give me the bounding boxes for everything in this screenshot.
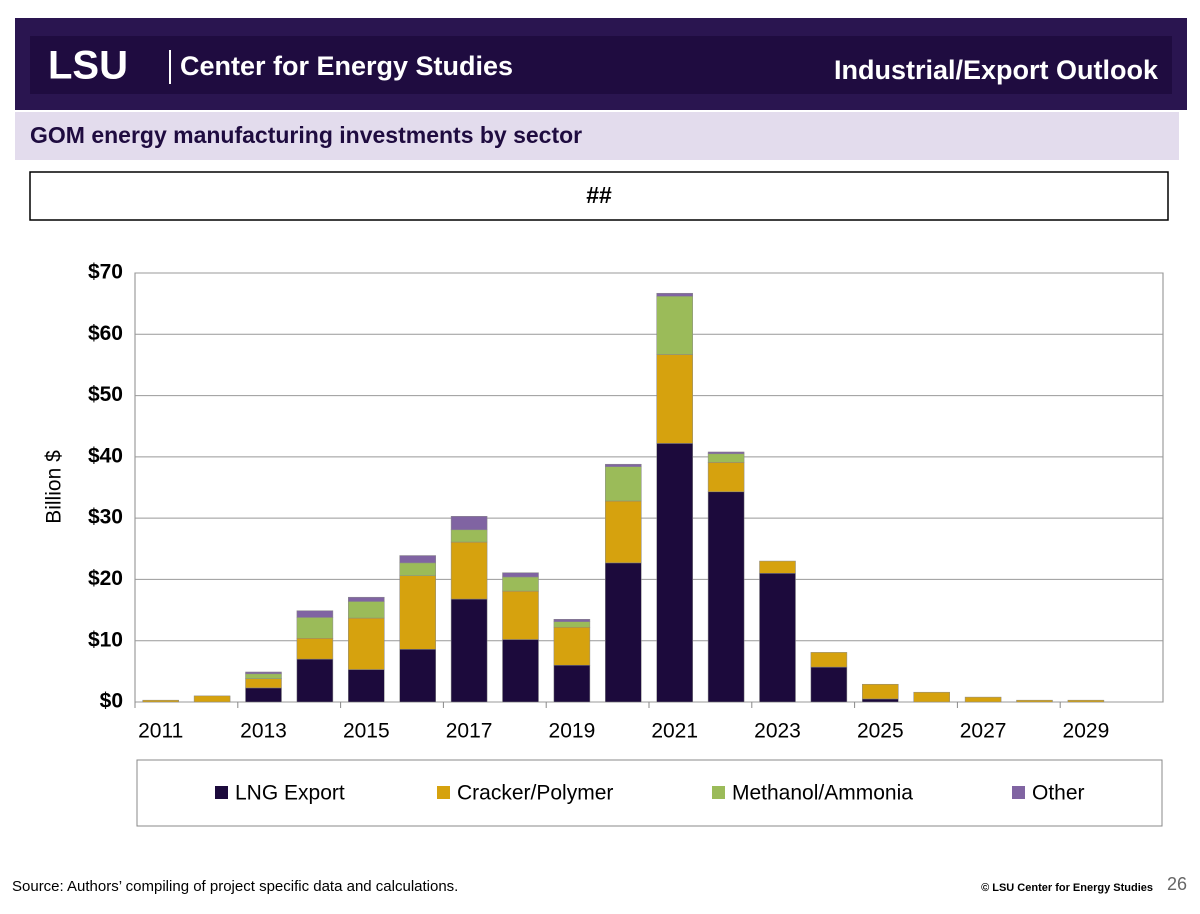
legend-label: Other [1032,782,1085,805]
bar-segment [348,596,385,602]
x-tick-label: 2021 [651,720,698,743]
bar-segment [707,491,745,703]
bar-segment [862,683,899,700]
copyright: © LSU Center for Energy Studies [981,882,1153,894]
bar-segment [656,443,693,703]
bar-segment [399,575,436,650]
bar-segment [348,617,385,670]
x-tick-label: 2023 [754,720,801,743]
bar-segment [399,555,436,564]
bar-segment [553,626,591,666]
plot-area [134,272,1164,703]
bar-segment [810,666,848,703]
bar-segment [296,658,334,703]
x-tick-label: 2029 [1063,720,1110,743]
bar-segment [913,691,950,703]
bar-segment [1016,699,1053,703]
banner: ## [586,182,612,208]
bar-segment [399,649,436,703]
y-axis-label: Billion $ [43,450,66,524]
legend-swatch [712,786,725,799]
org-name: Center for Energy Studies [180,51,513,81]
bar-segment [862,698,899,703]
bar-segment [142,699,179,703]
bar-segment [605,562,642,703]
bar-segment [296,638,334,660]
legend-label: Cracker/Polymer [457,782,613,805]
bar-segment [502,572,539,578]
bar-segment [502,639,539,703]
legend-label: LNG Export [235,782,345,805]
y-tick-label: $30 [88,506,123,529]
y-tick-label: $20 [88,567,123,590]
bar-segment [502,576,539,592]
bar-segment [759,573,796,703]
banner-box [29,171,1169,221]
bar-segment [296,617,334,639]
bar-segment [707,451,745,455]
y-tick-label: $10 [88,628,123,651]
legend-swatch [1012,786,1025,799]
bar-segment [502,590,539,640]
bar-segment [605,463,642,467]
bar-segment [553,664,591,703]
bar-segment [245,671,282,675]
legend-swatch [215,786,228,799]
logo: LSU [48,44,128,88]
subtitle: GOM energy manufacturing investments by … [30,122,582,148]
y-tick-label: $60 [88,322,123,345]
source-note: Source: Authors’ compiling of project sp… [12,878,458,895]
legend-box [136,759,1163,827]
y-tick-label: $70 [88,261,123,284]
x-tick-label: 2017 [446,720,493,743]
bar-segment [450,516,488,531]
x-tick-label: 2013 [240,720,287,743]
bar-segment [1067,699,1105,703]
bar-segment [656,292,693,297]
bar-segment [810,652,848,668]
bar-segment [245,673,282,679]
bar-segment [450,598,488,703]
bar-segment [605,500,642,564]
x-tick-label: 2019 [549,720,596,743]
bar-segment [399,562,436,577]
bar-segment [450,529,488,543]
bar-segment [656,296,693,355]
x-tick-label: 2027 [960,720,1007,743]
y-tick-label: $0 [100,690,123,713]
bar-segment [193,695,231,703]
x-tick-label: 2015 [343,720,390,743]
bar-segment [348,601,385,619]
page-number: 26 [1167,874,1187,894]
y-tick-label: $40 [88,444,123,467]
x-tick-label: 2011 [138,720,183,743]
legend-swatch [437,786,450,799]
bar-segment [759,560,796,574]
bar-segment [553,621,591,628]
section-title: Industrial/Export Outlook [834,55,1159,85]
bar-segment [707,453,745,463]
legend-label: Methanol/Ammonia [732,782,913,805]
y-tick-label: $50 [88,383,123,406]
bar-segment [348,669,385,703]
bar-segment [296,610,334,618]
bar-segment [245,687,282,703]
bar-segment [553,619,591,622]
x-tick-label: 2025 [857,720,904,743]
bar-segment [707,462,745,493]
bar-segment [964,696,1002,703]
bar-segment [450,541,488,600]
bar-segment [656,354,693,444]
bar-segment [605,466,642,502]
subtitle-band [15,112,1179,160]
header-inner [30,36,1172,94]
bar-segment [245,678,282,689]
